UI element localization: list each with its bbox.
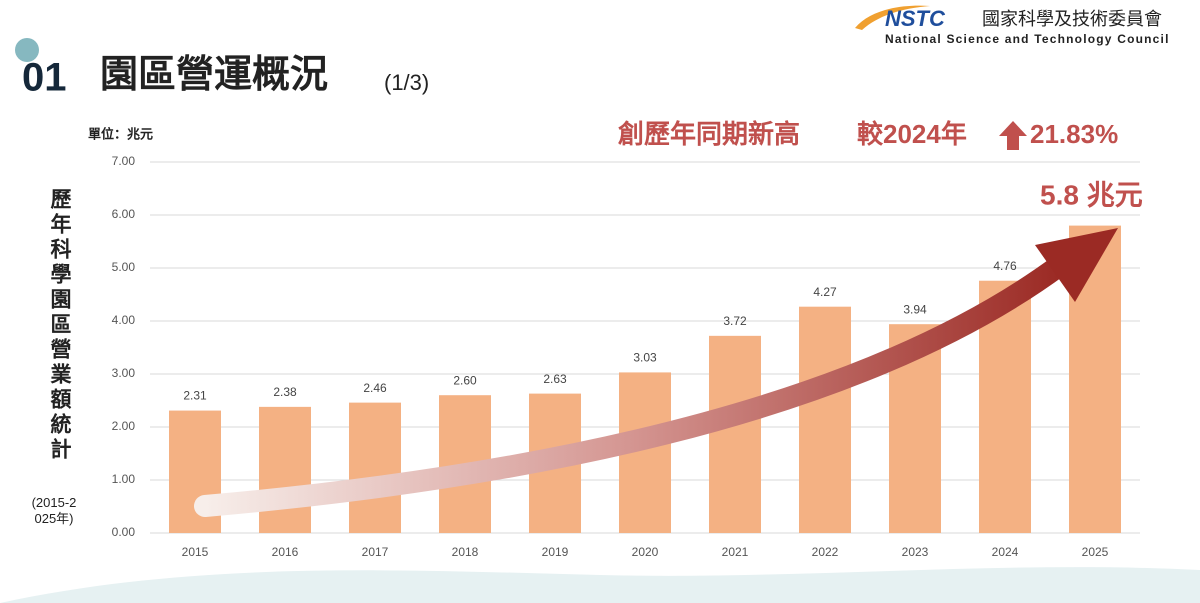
y-tick-label: 6.00 xyxy=(112,207,136,221)
value-label: 3.03 xyxy=(633,351,657,365)
plot: 0.00 1.00 2.00 3.00 4.00 5.00 6.00 7.00 2015 2.31… xyxy=(112,154,1140,559)
section-number: 01 xyxy=(22,56,67,100)
x-tick-label: 2019 xyxy=(542,545,569,559)
x-tick-label: 2022 xyxy=(812,545,839,559)
y-tick-label: 2.00 xyxy=(112,419,136,433)
bar xyxy=(709,335,761,533)
y-tick-label: 7.00 xyxy=(112,154,136,168)
headline-annotation: 創歷年同期新高 xyxy=(618,119,800,149)
y-tick-label: 0.00 xyxy=(112,525,136,539)
logo-mark: NSTC xyxy=(885,6,946,31)
x-tick-label: 2021 xyxy=(722,545,749,559)
logo-name-zh: 國家科學及技術委員會 xyxy=(982,9,1162,29)
title-dot xyxy=(15,38,39,62)
value-label: 2.38 xyxy=(273,385,297,399)
bar xyxy=(349,402,401,533)
value-label: 4.27 xyxy=(813,285,837,299)
x-tick-label: 2020 xyxy=(632,545,659,559)
value-label: 2.63 xyxy=(543,372,567,386)
y-tick-label: 4.00 xyxy=(112,313,136,327)
total-annotation: 5.8 兆元 xyxy=(1040,179,1143,210)
x-tick-label: 2024 xyxy=(992,545,1019,559)
growth-annotation: 21.83% xyxy=(1030,119,1118,149)
x-tick-label: 2016 xyxy=(272,545,299,559)
value-label: 2.46 xyxy=(363,381,387,395)
x-tick-label: 2017 xyxy=(362,545,389,559)
trend-arrow xyxy=(194,254,1071,517)
trend-arrowhead xyxy=(1035,228,1118,302)
x-tick-label: 2025 xyxy=(1082,545,1109,559)
page-title: 園區營運概況 xyxy=(100,54,328,96)
bar xyxy=(799,306,851,533)
x-tick-label: 2015 xyxy=(182,545,209,559)
y-tick-label: 5.00 xyxy=(112,260,136,274)
bar xyxy=(259,406,311,533)
value-label: 4.76 xyxy=(993,259,1017,273)
x-tick-label: 2023 xyxy=(902,545,929,559)
value-label: 3.72 xyxy=(723,314,747,328)
y-axis-note: (2015-2025年) xyxy=(31,495,77,526)
value-label: 2.60 xyxy=(453,373,477,387)
y-tick-label: 3.00 xyxy=(112,366,136,380)
compare-annotation: 較2024年 xyxy=(857,119,967,149)
logo-swoosh xyxy=(855,5,930,30)
up-arrow-icon xyxy=(999,121,1027,150)
y-tick-label: 1.00 xyxy=(112,472,136,486)
value-label: 2.31 xyxy=(183,389,207,403)
value-label: 3.94 xyxy=(903,302,927,316)
x-tick-label: 2018 xyxy=(452,545,479,559)
y-axis-label: 歷年科學園區營業額統計 xyxy=(48,187,71,463)
logo-name-en: National Science and Technology Council xyxy=(885,32,1170,46)
unit-label: 單位：兆元 xyxy=(88,126,153,141)
background-wave xyxy=(0,567,1200,603)
page-number: (1/3) xyxy=(384,70,429,95)
